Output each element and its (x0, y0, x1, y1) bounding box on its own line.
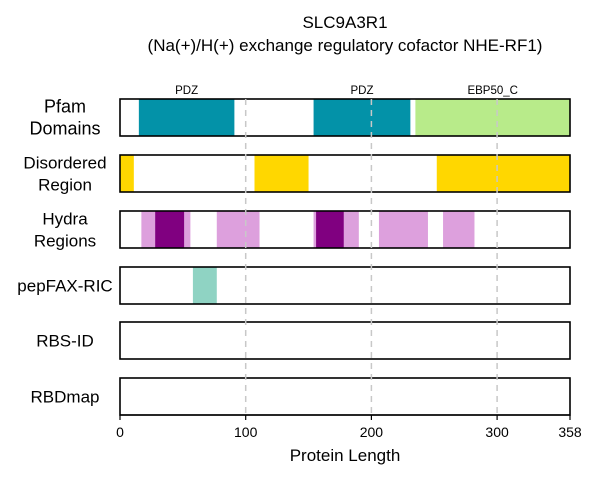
track-label-pfam-domains-line1: Domains (29, 119, 100, 139)
domain-label-1: PDZ (350, 85, 373, 97)
segment-pfam-domains-0 (138, 99, 235, 136)
grid-layer (244, 99, 498, 415)
domain-label-2: EBP50_C (467, 85, 518, 97)
track-rbdmap: RBDmap (31, 377, 571, 416)
track-label-disordered-region-line1: Region (38, 176, 92, 195)
x-axis-title: Protein Length (290, 446, 401, 465)
segment-disordered-region-0 (120, 155, 134, 192)
x-tick-label-200: 200 (360, 424, 384, 440)
chart-title: SLC9A3R1 (302, 13, 387, 32)
segment-pfam-domains-2 (415, 99, 570, 136)
chart-subtitle: (Na(+)/H(+) exchange regulatory cofactor… (148, 36, 543, 55)
segment-hydra-regions-4 (316, 211, 344, 248)
x-tick-label-0: 0 (116, 424, 124, 440)
track-frame-rbs-id (119, 321, 571, 360)
track-label-hydra-regions-line0: Hydra (42, 210, 88, 229)
x-axis: 0 100 200 300 358 (116, 414, 582, 440)
segment-disordered-region-2 (436, 155, 570, 192)
track-label-pepfax-ric: pepFAX-RIC (17, 277, 112, 296)
track-frame-rbdmap (119, 377, 571, 416)
segment-disordered-region-1 (254, 155, 309, 192)
track-label-disordered-region-line0: Disordered (23, 154, 106, 173)
segment-pfam-domains-1 (313, 99, 411, 136)
x-tick-label-100: 100 (234, 424, 258, 440)
track-label-rbdmap: RBDmap (31, 388, 100, 407)
domain-label-0: PDZ (175, 85, 198, 97)
segment-pepfax-ric-0 (192, 267, 217, 304)
track-rbs-id: RBS-ID (36, 321, 571, 360)
segment-hydra-regions-5 (378, 211, 428, 248)
track-frame-pepfax-ric (119, 266, 571, 305)
track-hydra-regions: Hydra Regions (34, 210, 571, 251)
track-disordered-region: Disordered Region (23, 154, 571, 195)
track-label-rbs-id: RBS-ID (36, 332, 94, 351)
track-label-pfam-domains-line0: Pfam (44, 97, 86, 117)
segment-hydra-regions-2 (216, 211, 260, 248)
track-pepfax-ric: pepFAX-RIC (17, 266, 571, 305)
segment-hydra-regions-6 (443, 211, 475, 248)
track-label-hydra-regions-line1: Regions (34, 232, 96, 251)
track-frame-hydra-regions (119, 210, 571, 249)
segment-hydra-regions-1 (155, 211, 185, 248)
track-frame-disordered-region (119, 154, 571, 193)
x-tick-label-300: 300 (485, 424, 509, 440)
track-frame-pfam-domains (119, 98, 571, 137)
x-tick-label-358: 358 (558, 424, 582, 440)
